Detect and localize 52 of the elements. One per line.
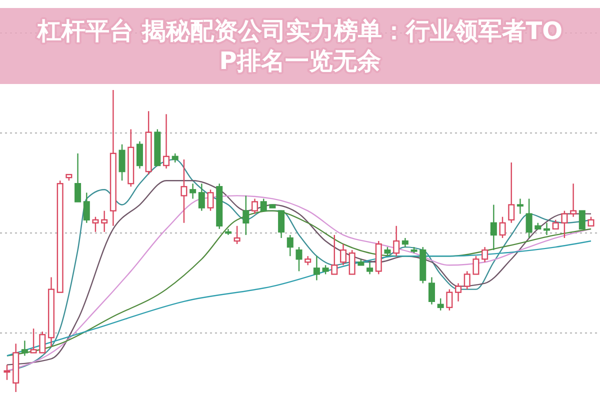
candlestick — [163, 114, 170, 170]
candlestick — [552, 219, 559, 230]
candlestick — [570, 183, 577, 218]
candlestick — [508, 162, 515, 224]
candlestick — [578, 210, 586, 230]
candlestick — [172, 152, 178, 164]
candlestick — [92, 216, 99, 233]
candlestick — [190, 183, 196, 200]
candlestick — [83, 192, 90, 224]
candlestick — [313, 256, 320, 281]
candlestick — [296, 246, 302, 272]
candlestick — [437, 298, 444, 312]
candlestick — [499, 216, 506, 239]
candlestick — [30, 328, 37, 354]
candlestick — [252, 198, 258, 214]
candlestick — [482, 246, 488, 263]
candlestick — [101, 210, 108, 233]
candlestick — [472, 256, 480, 275]
candlestick — [286, 234, 294, 257]
candlestick — [490, 204, 497, 251]
candlestick — [74, 152, 82, 202]
candlestick — [428, 276, 435, 306]
candlestick — [207, 189, 214, 212]
candlestick — [340, 243, 346, 266]
candlestick — [516, 198, 524, 214]
candlestick — [588, 216, 594, 226]
candlestick — [118, 144, 126, 182]
candlestick — [180, 158, 188, 224]
candlestick — [39, 331, 46, 354]
candlestick — [393, 225, 400, 257]
candlestick — [366, 262, 374, 275]
candlestick — [198, 183, 205, 212]
candlestick — [561, 210, 568, 239]
candlestick — [136, 140, 143, 170]
candlestick — [526, 198, 532, 239]
candlestick — [242, 195, 250, 236]
candlestick — [348, 249, 356, 275]
candlestick — [544, 222, 550, 236]
candlestick — [322, 264, 329, 275]
candlestick — [278, 210, 285, 239]
candlestick — [402, 237, 408, 248]
candlestick — [260, 198, 267, 212]
candlestick — [234, 225, 240, 245]
candlestick — [464, 270, 470, 290]
candlestick — [331, 234, 338, 275]
candlestick — [4, 364, 10, 381]
candlestick — [446, 288, 453, 312]
candlestick — [21, 340, 28, 356]
candlestick — [455, 282, 462, 302]
candlestick — [384, 246, 391, 257]
candlestick — [304, 256, 312, 266]
chart-title: 杠杆平台 揭秘配资公司实力榜单：行业领军者TOP排名一览无余 — [36, 17, 563, 75]
